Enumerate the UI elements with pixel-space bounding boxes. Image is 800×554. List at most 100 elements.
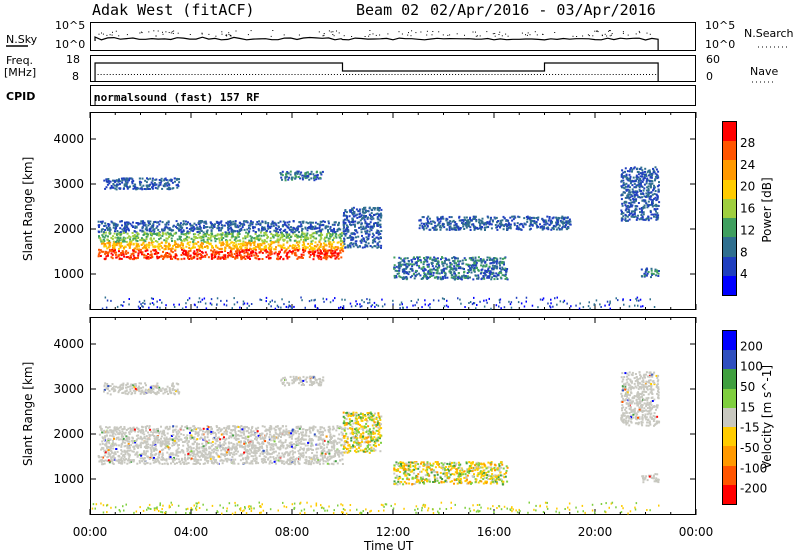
range-gate-cell bbox=[471, 256, 474, 259]
range-gate-cell bbox=[140, 220, 143, 223]
range-gate-cell bbox=[465, 216, 468, 219]
range-gate-cell bbox=[143, 233, 146, 236]
range-gate-cell bbox=[230, 233, 233, 235]
range-gate-cell bbox=[115, 240, 117, 243]
nave-dot bbox=[97, 74, 99, 75]
range-gate-cell bbox=[345, 211, 348, 214]
range-gate-cell bbox=[566, 228, 569, 231]
range-gate-cell bbox=[648, 182, 651, 185]
range-gate-cell bbox=[309, 234, 312, 237]
range-gate-cell bbox=[343, 232, 345, 235]
range-gate-cell bbox=[506, 225, 508, 228]
range-gate-cell bbox=[412, 257, 415, 260]
range-gate-cell bbox=[271, 241, 274, 244]
range-gate-cell bbox=[634, 194, 637, 196]
range-gate-cell bbox=[250, 248, 253, 251]
range-gate-cell bbox=[472, 215, 475, 218]
range-gate-cell bbox=[231, 232, 234, 235]
range-gate-cell bbox=[297, 244, 300, 246]
range-gate-cell bbox=[280, 176, 283, 179]
range-gate-cell bbox=[542, 219, 545, 222]
range-gate-cell bbox=[381, 298, 383, 301]
range-gate-cell bbox=[183, 257, 186, 260]
range-gate-cell bbox=[422, 276, 425, 279]
range-gate-cell bbox=[107, 225, 110, 227]
range-gate-cell bbox=[257, 462, 260, 465]
range-gate-cell bbox=[446, 265, 449, 268]
range-gate-cell bbox=[310, 240, 313, 243]
range-gate-cell bbox=[97, 253, 100, 256]
range-gate-cell bbox=[500, 307, 502, 310]
range-gate-cell bbox=[275, 224, 278, 227]
range-gate-cell bbox=[177, 258, 180, 261]
range-gate-cell bbox=[275, 229, 278, 231]
range-gate-cell bbox=[503, 306, 506, 309]
nave-dot bbox=[455, 74, 457, 75]
range-gate-cell bbox=[552, 305, 554, 308]
range-gate-cell bbox=[141, 188, 144, 191]
range-gate-cell bbox=[237, 247, 240, 250]
range-gate-cell bbox=[125, 181, 128, 184]
range-gate-cell bbox=[186, 239, 189, 242]
range-gate-cell bbox=[437, 222, 440, 225]
range-gate-cell bbox=[110, 249, 113, 252]
range-gate-cell bbox=[608, 303, 610, 306]
nave-dot bbox=[530, 74, 532, 75]
range-gate-cell bbox=[346, 244, 349, 247]
range-gate-cell bbox=[136, 232, 139, 234]
range-gate-cell bbox=[208, 238, 211, 241]
range-gate-cell bbox=[136, 222, 139, 224]
range-gate-cell bbox=[393, 266, 396, 269]
range-gate-cell bbox=[147, 220, 150, 223]
range-gate-cell bbox=[632, 190, 635, 193]
range-gate-cell bbox=[491, 219, 494, 222]
range-gate-cell bbox=[643, 218, 645, 221]
range-gate-cell bbox=[327, 225, 329, 228]
range-gate-cell bbox=[222, 237, 225, 239]
range-gate-cell bbox=[141, 177, 144, 180]
range-gate-cell bbox=[160, 241, 163, 244]
colorbar-segment bbox=[723, 331, 736, 352]
range-gate-cell bbox=[638, 299, 640, 302]
range-gate-cell bbox=[397, 261, 400, 264]
range-gate-cell bbox=[633, 182, 636, 185]
range-gate-cell bbox=[485, 265, 488, 268]
range-gate-cell bbox=[161, 231, 164, 234]
range-gate-cell bbox=[108, 243, 111, 246]
range-gate-cell bbox=[502, 268, 504, 271]
range-gate-cell bbox=[279, 245, 282, 248]
range-gate-cell bbox=[126, 232, 129, 235]
range-gate-cell bbox=[249, 227, 251, 230]
range-gate-cell bbox=[134, 225, 137, 228]
range-gate-cell bbox=[198, 227, 201, 230]
range-gate-cell bbox=[128, 177, 131, 180]
range-gate-cell bbox=[216, 252, 219, 255]
range-gate-cell bbox=[119, 187, 122, 190]
range-gate-cell bbox=[457, 272, 460, 275]
range-gate-cell bbox=[301, 231, 304, 234]
range-gate-cell bbox=[164, 226, 167, 229]
range-gate-cell bbox=[639, 196, 642, 199]
range-gate-cell bbox=[641, 199, 644, 202]
range-gate-cell bbox=[640, 217, 643, 220]
range-gate-cell bbox=[467, 269, 470, 271]
range-gate-cell bbox=[209, 236, 212, 239]
range-gate-cell bbox=[313, 227, 316, 230]
range-gate-cell bbox=[295, 254, 298, 257]
range-gate-cell bbox=[372, 207, 375, 209]
nsearch-dot bbox=[609, 35, 611, 37]
range-gate-cell bbox=[480, 278, 483, 281]
range-gate-cell bbox=[640, 209, 643, 212]
range-gate-cell bbox=[272, 222, 275, 225]
ytick-label: 4000 bbox=[53, 337, 84, 351]
range-gate-cell bbox=[520, 228, 523, 231]
range-gate-cell bbox=[300, 171, 303, 174]
range-gate-cell bbox=[311, 239, 314, 242]
range-gate-cell bbox=[224, 231, 227, 234]
range-gate-cell bbox=[322, 448, 325, 451]
range-gate-cell bbox=[129, 185, 131, 188]
range-gate-cell bbox=[155, 252, 158, 255]
range-gate-cell bbox=[306, 229, 309, 232]
range-gate-cell bbox=[453, 224, 456, 227]
range-gate-cell bbox=[168, 232, 171, 235]
